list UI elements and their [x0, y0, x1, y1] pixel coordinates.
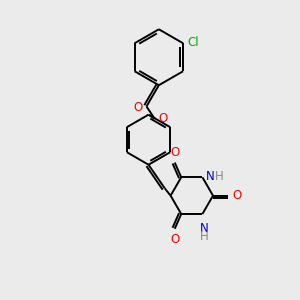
Text: O: O [170, 146, 179, 159]
Text: O: O [170, 232, 179, 245]
Text: N: N [206, 170, 215, 183]
Text: H: H [200, 230, 208, 243]
Text: O: O [134, 100, 142, 113]
Text: O: O [232, 189, 242, 202]
Text: O: O [158, 112, 167, 125]
Text: N: N [200, 222, 208, 235]
Text: H: H [215, 170, 224, 183]
Text: Cl: Cl [188, 36, 199, 49]
